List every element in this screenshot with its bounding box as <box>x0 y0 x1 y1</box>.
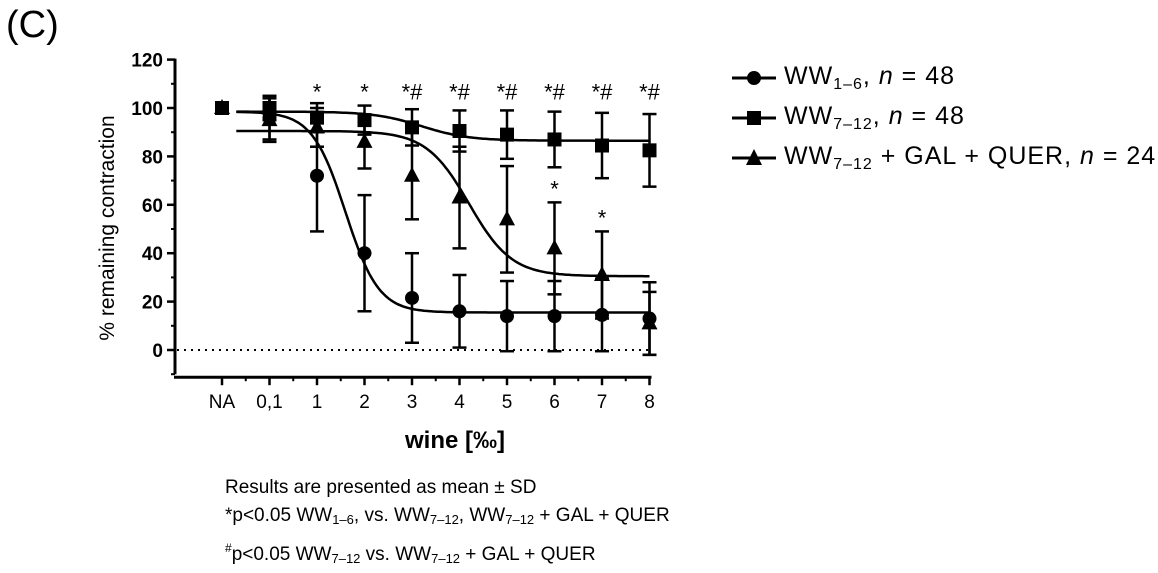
y-tick-label: 100 <box>131 99 163 120</box>
footnote: Results are presented as mean ± SD *p<0.… <box>225 474 670 573</box>
legend-item-ww7-12: WW7–12, n = 48 <box>730 100 1156 136</box>
y-tick-label: 80 <box>142 147 163 168</box>
significance-mark: *# <box>639 80 661 105</box>
x-tick-label: 7 <box>597 392 608 413</box>
data-point-circle <box>452 304 467 319</box>
significance-mark: * <box>550 176 559 201</box>
significance-mark: * <box>313 80 322 105</box>
data-point-square <box>595 138 609 153</box>
data-point-triangle <box>356 132 373 148</box>
significance-mark: * <box>360 80 369 105</box>
y-axis-label: % remaining contraction <box>96 115 119 340</box>
data-point-triangle <box>214 99 230 114</box>
significance-mark: *# <box>449 80 471 105</box>
data-marks <box>214 94 658 357</box>
data-point-circle <box>405 290 419 305</box>
significance-mark: *# <box>402 80 424 105</box>
x-tick-label: NA <box>209 392 236 413</box>
data-point-triangle <box>499 210 515 226</box>
legend: WW1–6, n = 48 WW7–12, n = 48 WW7–12 + GA… <box>730 60 1156 180</box>
legend-label: WW1–6, n = 48 <box>784 62 956 93</box>
y-tick-label: 120 <box>131 51 163 72</box>
x-tick-label: 2 <box>359 392 370 413</box>
panel-label: (C) <box>6 4 59 46</box>
circle-marker-icon <box>732 71 776 85</box>
data-point-circle <box>547 309 562 324</box>
data-point-triangle <box>261 111 278 127</box>
x-tick-label: 4 <box>454 392 465 413</box>
footnote-line-3: #p<0.05 WW7–12 vs. WW7–12 + GAL + QUER <box>225 541 596 566</box>
data-point-triangle <box>546 239 563 255</box>
legend-item-ww7-12-gal-quer: WW7–12 + GAL + QUER, n = 24 <box>730 140 1156 176</box>
fit-curve <box>236 129 650 278</box>
triangle-marker-icon <box>732 149 776 165</box>
y-tick-label: 60 <box>142 196 163 217</box>
data-point-square <box>452 123 467 138</box>
square-marker-icon <box>732 111 776 125</box>
data-point-triangle <box>451 188 468 204</box>
footnote-line-1: Results are presented as mean ± SD <box>225 477 537 498</box>
footnote-line-2: *p<0.05 WW1–6, vs. WW7–12, WW7–12 + GAL … <box>225 505 670 527</box>
x-tick-label: 5 <box>502 392 513 413</box>
data-point-circle <box>357 246 372 261</box>
significance-mark: *# <box>592 80 614 105</box>
significance-annotations: * * *# *# *# *# *# *# * * <box>313 80 661 231</box>
y-tick-label: 0 <box>152 341 163 362</box>
x-tick-label: 8 <box>644 392 655 413</box>
data-point-square <box>547 132 562 147</box>
data-point-square <box>405 120 419 135</box>
y-tick-label: 40 <box>142 244 163 265</box>
y-tick-label: 20 <box>142 293 163 314</box>
data-point-circle <box>500 309 514 324</box>
fit-curve <box>236 110 650 314</box>
fit-curve <box>236 110 650 142</box>
x-tick-label: 1 <box>312 392 323 413</box>
data-point-triangle <box>641 314 658 330</box>
significance-mark: *# <box>497 80 519 105</box>
data-point-triangle <box>404 166 420 182</box>
data-point-triangle <box>309 118 325 134</box>
legend-label: WW7–12 + GAL + QUER, n = 24 <box>784 142 1157 173</box>
significance-mark: * <box>598 205 607 230</box>
data-point-circle <box>310 168 324 183</box>
data-point-triangle <box>594 265 610 281</box>
significance-mark: *# <box>544 80 566 105</box>
data-point-square <box>642 143 657 158</box>
legend-item-ww1-6: WW1–6, n = 48 <box>730 60 1156 96</box>
fit-curves <box>236 110 650 314</box>
x-tick-label: 0,1 <box>256 392 282 413</box>
x-axis-label: wine [‰] <box>404 427 505 454</box>
legend-label: WW7–12, n = 48 <box>784 102 965 133</box>
chart-axes: 0 20 40 60 80 100 120 NA 0,1 1 2 3 4 5 6 7 8 <box>131 51 654 414</box>
data-point-square <box>500 127 514 142</box>
x-tick-label: 3 <box>407 392 418 413</box>
x-tick-label: 6 <box>549 392 560 413</box>
